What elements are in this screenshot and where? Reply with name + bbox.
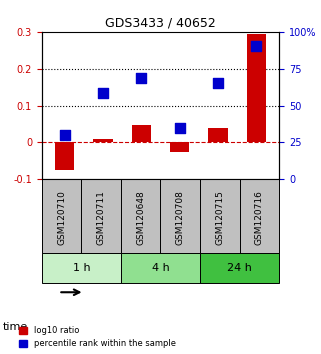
Point: [62, 132, 67, 138]
Bar: [42, 179, 81, 253]
Point: [254, 43, 259, 49]
Text: 1 h: 1 h: [73, 263, 90, 273]
Bar: [132, 125, 151, 142]
Text: 24 h: 24 h: [227, 263, 252, 273]
Bar: [160, 179, 200, 253]
Text: time: time: [3, 322, 29, 332]
Text: GSM120715: GSM120715: [215, 190, 224, 245]
Point: [100, 90, 106, 96]
Bar: [240, 179, 279, 253]
Text: GSM120716: GSM120716: [255, 190, 264, 245]
Text: GSM120648: GSM120648: [136, 190, 145, 245]
Point: [177, 126, 182, 131]
Point: [215, 81, 221, 86]
Bar: [200, 253, 279, 283]
Title: GDS3433 / 40652: GDS3433 / 40652: [105, 16, 216, 29]
Bar: [121, 179, 160, 253]
Bar: [208, 129, 228, 142]
Bar: [81, 179, 121, 253]
Bar: [42, 253, 121, 283]
Bar: [247, 34, 266, 142]
Bar: [93, 139, 113, 142]
Text: GSM120708: GSM120708: [176, 190, 185, 245]
Legend: log10 ratio, percentile rank within the sample: log10 ratio, percentile rank within the …: [17, 324, 177, 350]
Bar: [170, 142, 189, 152]
Text: GSM120710: GSM120710: [57, 190, 66, 245]
Bar: [200, 179, 240, 253]
Bar: [55, 142, 74, 170]
Point: [139, 75, 144, 81]
Text: GSM120711: GSM120711: [97, 190, 106, 245]
Bar: [121, 253, 200, 283]
Text: 4 h: 4 h: [152, 263, 169, 273]
